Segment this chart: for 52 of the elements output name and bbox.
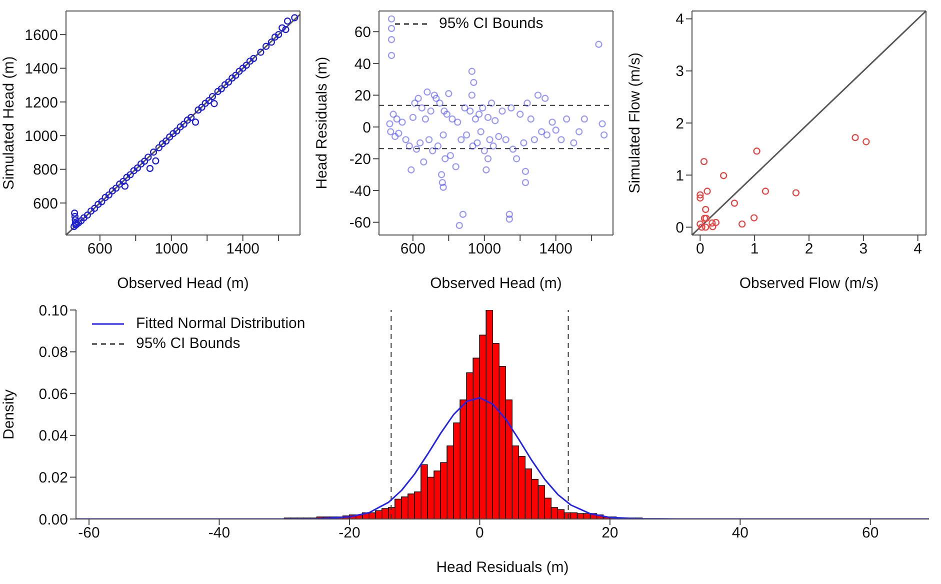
x-tick-label: 40 [732, 524, 749, 542]
y-axis-title: Head Residuals (m) [313, 56, 330, 190]
y-tick-label: 800 [32, 162, 58, 179]
x-tick-label: 1000 [154, 240, 188, 258]
y-tick-label: 1600 [24, 26, 58, 44]
y-tick-label: 0.10 [38, 302, 68, 320]
x-tick-label: 2 [804, 240, 814, 258]
y-tick-label: 20 [354, 88, 371, 105]
y-tick-label: 40 [354, 56, 371, 73]
x-tick-label: 0 [476, 524, 484, 542]
y-tick-label: -40 [349, 182, 371, 200]
x-tick-label: 600 [400, 240, 426, 258]
y-tick-label: 4 [676, 11, 684, 28]
y-tick-label: 3 [676, 63, 684, 80]
x-tick-label: 20 [602, 524, 618, 542]
y-tick-label: 1000 [24, 128, 58, 145]
y-axis-title: Density [0, 389, 18, 440]
y-tick-label: 0.06 [38, 386, 68, 403]
y-tick-label: -60 [349, 214, 371, 232]
y-tick-label: 0.00 [38, 511, 68, 528]
y-tick-label: 60 [354, 24, 371, 41]
ref-line-label: 95% CI Bounds [136, 334, 240, 354]
x-tick-label: 600 [87, 240, 112, 258]
y-tick-label: 0 [362, 119, 371, 136]
x-axis-title: Observed Flow (m/s) [739, 275, 879, 292]
y-tick-label: 1200 [24, 94, 58, 112]
x-tick-label: 1400 [226, 240, 260, 258]
y-tick-label: 0.08 [38, 344, 68, 362]
x-tick-label: 60 [862, 524, 879, 542]
legend-label: Fitted Normal Distribution [136, 314, 306, 334]
x-axis-title: Observed Head (m) [430, 275, 562, 292]
y-tick-label: 1400 [24, 60, 58, 78]
y-tick-label: 0.04 [38, 428, 68, 445]
x-tick-label: -60 [78, 524, 100, 542]
x-tick-label: 1 [750, 240, 759, 258]
x-tick-label: 1400 [539, 240, 573, 258]
x-tick-label: 3 [859, 240, 868, 258]
x-tick-label: 0 [696, 240, 704, 258]
y-axis-title: Simulated Head (m) [0, 56, 18, 190]
y-tick-label: -20 [349, 151, 371, 168]
y-axis-title: Simulated Flow (m/s) [626, 52, 644, 194]
x-axis-title: Head Residuals (m) [436, 559, 569, 576]
x-axis-title: Observed Head (m) [117, 275, 249, 292]
y-tick-label: 0.02 [38, 470, 68, 487]
y-tick-label: 1 [676, 167, 684, 184]
x-tick-label: -40 [208, 524, 230, 542]
x-tick-label: 4 [914, 240, 922, 258]
y-tick-label: 600 [32, 195, 58, 212]
y-tick-label: 2 [676, 115, 684, 132]
legend-label: 95% CI Bounds [439, 14, 544, 34]
x-tick-label: 1000 [468, 240, 502, 258]
y-tick-label: 0 [676, 220, 684, 237]
